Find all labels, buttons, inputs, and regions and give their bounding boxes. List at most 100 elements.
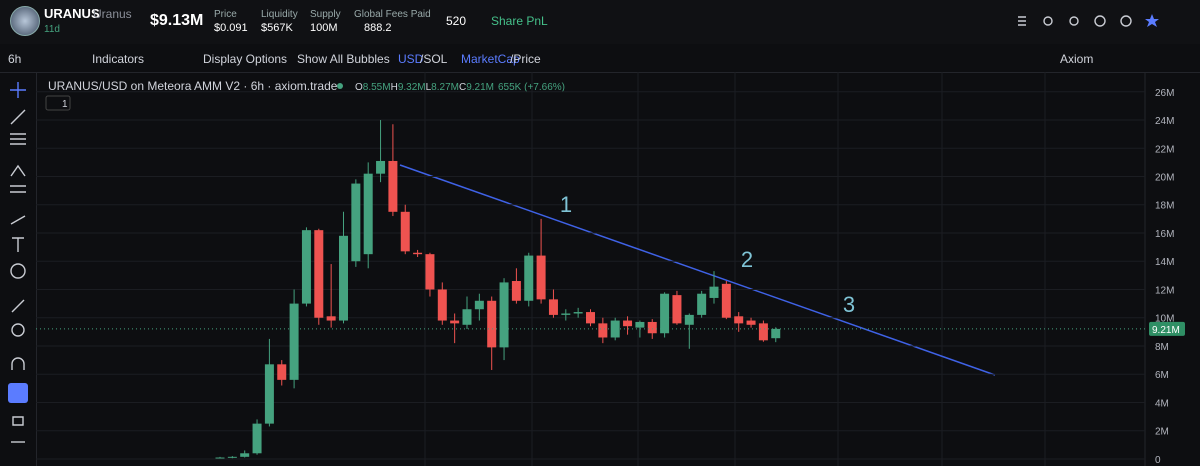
legend-item: 655K (+7.66%) — [498, 82, 565, 93]
candle-body — [734, 316, 744, 324]
stat-label: Global Fees Paid — [354, 9, 431, 20]
y-tick-label: 2M — [1155, 427, 1169, 438]
candle-body — [413, 252, 423, 255]
candle-body — [697, 293, 707, 315]
candle-body — [326, 316, 336, 321]
candle-body — [647, 321, 657, 334]
candle-body — [376, 160, 386, 174]
candle-body — [289, 303, 299, 380]
candle-body — [437, 289, 447, 321]
price-badge-label: 9.21M — [1152, 325, 1180, 336]
candle-body — [388, 160, 398, 212]
candle-body — [339, 235, 348, 321]
candle-body — [252, 423, 262, 454]
candle-body — [672, 295, 682, 324]
price-toggle[interactable]: /Price — [510, 52, 541, 66]
status-dot — [337, 83, 343, 89]
annotation: 3 — [843, 292, 855, 317]
candle-body — [240, 453, 250, 457]
legend-item: O — [355, 82, 363, 93]
candle-body — [363, 173, 373, 255]
candle-body — [474, 300, 484, 310]
candle-body — [314, 230, 324, 318]
stat-label: Liquidity — [261, 9, 298, 20]
pane-count: 1 — [62, 99, 68, 110]
usd[interactable]: USD — [398, 52, 424, 66]
candle-body — [264, 364, 274, 424]
y-tick-label: 26M — [1155, 88, 1174, 99]
y-tick-label: 18M — [1155, 201, 1174, 212]
interval[interactable]: 6h — [8, 52, 22, 66]
y-tick-label: 4M — [1155, 398, 1169, 409]
annotation: 1 — [560, 192, 572, 217]
token-symbol: URANUS — [44, 6, 100, 21]
indicators[interactable]: Indicators — [92, 52, 145, 66]
token-name: Uranus — [93, 7, 132, 21]
y-tick-label: 6M — [1155, 370, 1169, 381]
legend-item: 8.27M — [431, 82, 459, 93]
marketcap[interactable]: MarketCap — [461, 52, 520, 66]
legend-item: C — [459, 82, 466, 93]
chart: URANUS/USD on Meteora AMM V2 · 6h · axio… — [36, 72, 1185, 466]
pane-box — [45, 95, 71, 111]
trend-line — [399, 164, 996, 376]
candle-body — [301, 230, 311, 304]
candle-body — [709, 286, 719, 298]
candle-body — [660, 293, 670, 334]
candle-body — [511, 281, 521, 301]
y-tick-label: 22M — [1155, 144, 1174, 155]
candle-body — [635, 321, 645, 328]
toolbar — [0, 44, 1200, 73]
sidebar — [0, 72, 37, 466]
candle-body — [536, 255, 546, 300]
token-avatar — [10, 6, 40, 36]
candle-body — [351, 183, 361, 262]
y-tick-label: 14M — [1155, 257, 1174, 268]
stat-value: $0.091 — [214, 22, 248, 34]
candle-body — [450, 320, 460, 324]
candle-body — [215, 457, 225, 459]
holders[interactable]: 520 — [446, 14, 467, 28]
stat-label: Price — [214, 9, 237, 20]
market-cap: $9.13M — [150, 12, 204, 29]
candle-body — [462, 309, 472, 325]
stat-label: Supply — [310, 9, 341, 20]
candle-body — [623, 320, 633, 327]
candle-body — [771, 328, 781, 339]
legend-item: L — [426, 82, 432, 93]
y-tick-label: 12M — [1155, 285, 1174, 296]
y-tick-label: 20M — [1155, 173, 1174, 184]
ohlc-legend: O8.55MH9.32ML8.27MC9.21M 655K (+7.66%) — [355, 82, 565, 93]
show-bubbles[interactable]: Show All Bubbles — [297, 52, 390, 66]
y-tick-label: 0 — [1155, 455, 1161, 466]
candle-body — [746, 320, 756, 325]
y-tick-label: 24M — [1155, 116, 1174, 127]
candle-body — [610, 320, 620, 338]
annotation: 2 — [741, 247, 753, 272]
chart-title: URANUS/USD on Meteora AMM V2 · 6h · axio… — [48, 79, 338, 93]
candle-body — [561, 313, 571, 315]
sidebar-icons — [8, 82, 28, 443]
candle-body — [573, 312, 583, 314]
legend-item: 8.55M — [363, 82, 391, 93]
header-icons — [1018, 14, 1159, 27]
sol[interactable]: /SOL — [420, 52, 448, 66]
candle-body — [598, 323, 608, 338]
candle-body — [227, 456, 237, 458]
share-pnl[interactable]: Share PnL — [491, 14, 548, 28]
price-badge — [1149, 321, 1185, 336]
legend-item: H — [391, 82, 398, 93]
y-tick-label: 10M — [1155, 314, 1174, 325]
source[interactable]: Axiom — [1060, 52, 1094, 66]
candle-body — [400, 211, 410, 252]
y-tick-label: 16M — [1155, 229, 1174, 240]
y-tick-label: 8M — [1155, 342, 1169, 353]
candle-body — [758, 323, 768, 341]
stat-value: $567K — [261, 22, 293, 34]
candle-body — [277, 364, 287, 380]
display-options[interactable]: Display Options — [203, 52, 288, 66]
candle-body — [586, 312, 595, 324]
candle-body — [548, 299, 558, 315]
legend-item: 9.21M — [466, 82, 494, 93]
